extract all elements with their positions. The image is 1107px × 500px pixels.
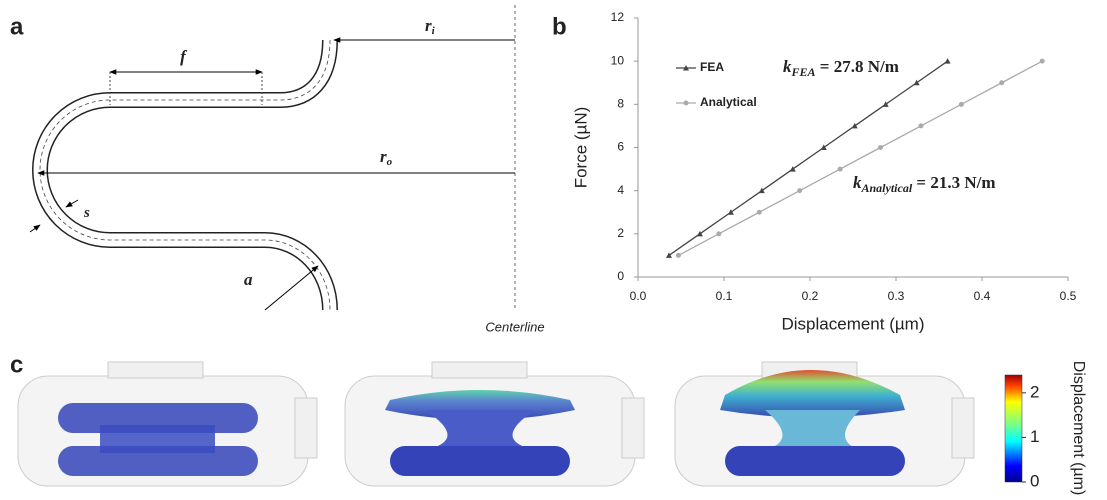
data-point (683, 65, 689, 71)
x-axis-title: Displacement (µm) (782, 314, 925, 333)
annotation-value: = 21.3 N/m (912, 173, 995, 192)
data-point (837, 166, 843, 172)
data-point (758, 187, 765, 194)
data-point (756, 209, 762, 215)
simulation-renders (17, 361, 1023, 487)
series-line (668, 60, 948, 256)
annotation-k: k (853, 173, 862, 192)
data-point (716, 231, 722, 237)
colorbar-tick-label: 1 (1030, 427, 1039, 446)
dimension-label: a (244, 270, 253, 289)
y-tick-label: 6 (617, 140, 624, 154)
data-point (851, 122, 858, 129)
data-point (727, 209, 734, 215)
dimension-label: s (83, 205, 90, 221)
data-point (1039, 58, 1045, 64)
data-point (675, 252, 681, 258)
label-main: s (83, 205, 90, 221)
dimension-label: ri (425, 16, 436, 37)
panel-label: b (552, 13, 567, 40)
annotation: kFEA = 27.8 N/m (783, 57, 899, 79)
y-tick-label: 8 (617, 97, 624, 111)
y-tick-label: 12 (611, 10, 625, 24)
x-tick-label: 0.1 (716, 289, 733, 303)
x-tick-label: 0.3 (888, 289, 905, 303)
data-point (882, 101, 889, 107)
data-point (878, 145, 884, 150)
label-main: f (180, 47, 188, 66)
y-tick-label: 4 (617, 183, 624, 197)
annotation-value: = 27.8 N/m (816, 57, 899, 76)
legend-label: Analytical (700, 95, 757, 109)
y-tick-label: 2 (617, 226, 624, 240)
data-point (918, 123, 924, 129)
annotation: kAnalytical = 21.3 N/m (853, 173, 996, 195)
y-tick-label: 10 (611, 53, 625, 67)
data-point (958, 101, 964, 107)
data-point (789, 166, 796, 172)
x-tick-label: 0.0 (630, 289, 647, 303)
label-main: r (425, 16, 432, 35)
label-sub: o (387, 156, 393, 168)
legend-label: FEA (700, 60, 724, 74)
y-axis-title: Force (µN) (571, 107, 590, 189)
panel-label: c (10, 351, 23, 378)
label-main: a (244, 270, 253, 289)
annotation-k: k (783, 57, 792, 76)
dimension-label: ro (380, 147, 393, 168)
label-main: r (380, 147, 387, 166)
x-tick-label: 0.2 (802, 289, 819, 303)
data-point (913, 79, 920, 86)
spring-diagram (29, 5, 516, 311)
data-point (683, 100, 689, 106)
dimension-label: f (180, 47, 188, 66)
label-sub: i (432, 25, 436, 37)
annotation-sub: FEA (791, 65, 816, 79)
colorbar-title: Displacement (µm) (1070, 361, 1087, 495)
colorbar-tick-label: 2 (1030, 382, 1039, 401)
data-point (944, 58, 951, 64)
x-tick-label: 0.5 (1060, 289, 1077, 303)
data-point (665, 252, 672, 258)
centerline-label: Centerline (485, 319, 544, 334)
panel-label: a (10, 13, 24, 40)
data-point (696, 230, 703, 237)
colorbar-tick-label: 0 (1030, 471, 1039, 490)
data-point (999, 80, 1005, 86)
data-point (820, 144, 827, 150)
y-tick-label: 0 (617, 269, 624, 283)
data-point (797, 188, 803, 194)
series-line (678, 60, 1043, 256)
annotation-sub: Analytical (861, 181, 913, 195)
x-tick-label: 0.4 (974, 289, 991, 303)
